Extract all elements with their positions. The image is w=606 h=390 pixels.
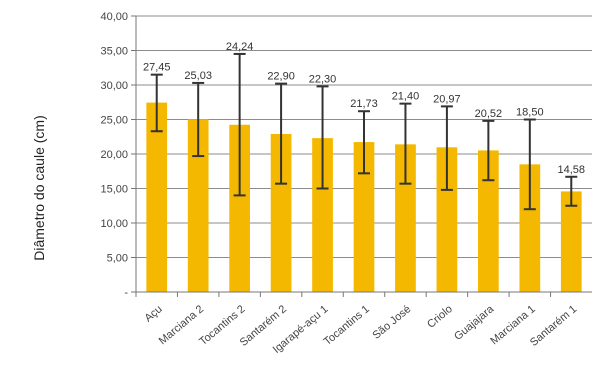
data-label: 20,52 bbox=[475, 108, 503, 120]
data-label: 14,58 bbox=[558, 164, 586, 176]
data-label: 24,24 bbox=[226, 41, 254, 53]
y-tick-label: 10,00 bbox=[100, 218, 128, 230]
bar bbox=[519, 164, 541, 292]
bar bbox=[146, 102, 168, 292]
category-label: São José bbox=[371, 303, 414, 342]
bar bbox=[270, 133, 292, 292]
data-label: 25,03 bbox=[184, 70, 212, 82]
data-label: 21,40 bbox=[392, 91, 420, 103]
category-label: Açu bbox=[142, 303, 164, 324]
y-tick-label: 5,00 bbox=[107, 253, 128, 265]
bar bbox=[560, 191, 582, 292]
bar bbox=[353, 142, 375, 292]
y-tick-label: 25,00 bbox=[100, 115, 128, 127]
data-label: 18,50 bbox=[516, 107, 544, 119]
bar bbox=[229, 124, 250, 292]
y-tick-labels: - 5,00 10,00 15,00 20,00 25,00 30,00 35,00 40,00 bbox=[100, 11, 128, 299]
bar bbox=[436, 147, 458, 292]
y-tick-label: - bbox=[124, 287, 128, 299]
data-labels: 27,45 25,03 24,24 22,90 22,30 21,73 21,40 20,97… bbox=[143, 41, 585, 176]
y-tick-label: 35,00 bbox=[100, 46, 128, 58]
category-label: Criolo bbox=[425, 303, 455, 331]
error-bars bbox=[150, 52, 578, 211]
y-tick-label: 40,00 bbox=[100, 11, 128, 23]
y-tick-label: 30,00 bbox=[100, 80, 128, 92]
bar bbox=[478, 150, 499, 292]
data-label: 22,90 bbox=[267, 71, 295, 83]
bar bbox=[395, 144, 416, 292]
data-label: 22,30 bbox=[309, 73, 337, 85]
data-label: 21,73 bbox=[350, 98, 378, 110]
bar bbox=[187, 119, 209, 292]
y-tick-label: 20,00 bbox=[100, 149, 128, 161]
bar bbox=[312, 138, 333, 292]
y-tick-label: 15,00 bbox=[100, 184, 128, 196]
data-label: 27,45 bbox=[143, 62, 171, 74]
data-label: 20,97 bbox=[433, 93, 461, 105]
y-axis-label: Diâmetro do caule (cm) bbox=[31, 115, 47, 261]
category-label: Tocantins 1 bbox=[322, 303, 372, 348]
bars bbox=[146, 102, 582, 292]
